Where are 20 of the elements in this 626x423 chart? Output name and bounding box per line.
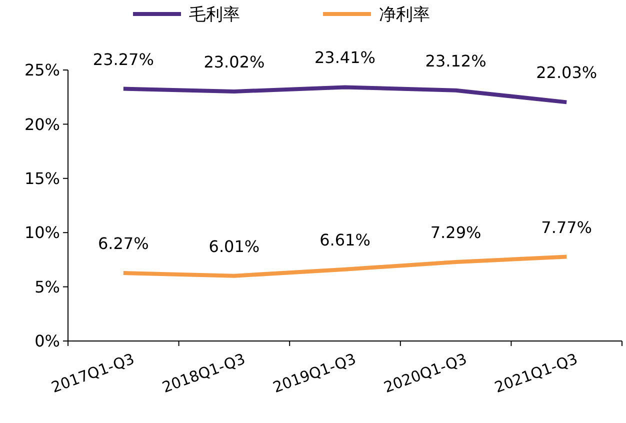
line-series [121, 85, 569, 104]
data-label: 6.61% [320, 230, 370, 250]
line-series [121, 254, 569, 278]
data-label: 23.12% [425, 51, 486, 70]
data-label: 23.02% [204, 52, 265, 72]
y-tick-label: 15% [24, 169, 60, 188]
data-label: 7.77% [541, 218, 592, 237]
data-label: 23.27% [92, 50, 154, 69]
data-label: 22.03% [536, 63, 598, 82]
y-tick-label: 0% [34, 332, 60, 351]
y-tick-label: 25% [24, 60, 60, 80]
y-tick-label: 5% [34, 277, 60, 296]
data-label: 23.41% [314, 48, 376, 68]
y-tick-label: 10% [24, 223, 60, 242]
y-tick-label: 20% [24, 114, 60, 134]
data-label: 7.29% [430, 222, 482, 242]
data-label: 6.27% [98, 234, 149, 254]
legend-label: 毛利率 [189, 4, 240, 25]
data-label: 6.01% [208, 236, 260, 256]
legend-label: 净利率 [379, 4, 430, 25]
